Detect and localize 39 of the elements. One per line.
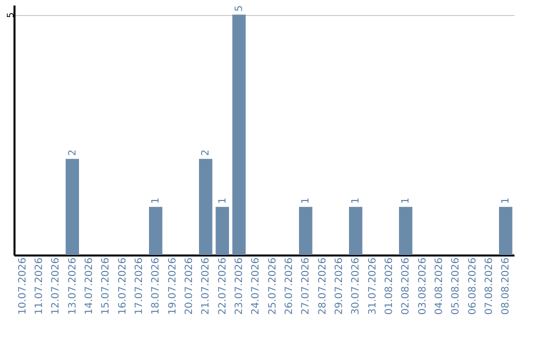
data-label: 2 (200, 149, 212, 156)
x-tick-label: 03.08.2026 (417, 258, 428, 315)
x-tick-label: 17.07.2026 (134, 258, 145, 315)
x-tick-label: 31.07.2026 (367, 258, 378, 315)
x-tick-label: 07.08.2026 (484, 258, 495, 315)
x-tick-label: 14.07.2026 (84, 258, 95, 315)
x-tick-label: 18.07.2026 (150, 258, 162, 315)
x-tick-label: 20.07.2026 (184, 258, 195, 315)
data-label: 1 (400, 198, 412, 204)
x-tick-label: 26.07.2026 (284, 258, 295, 315)
x-tick-label: 12.07.2026 (50, 258, 62, 315)
data-label: 1 (217, 198, 228, 204)
x-tick-label: 23.07.2026 (234, 258, 245, 315)
x-tick-label: 08.08.2026 (500, 258, 512, 315)
data-label: 5 (234, 5, 245, 12)
x-tick-label: 15.07.2026 (100, 258, 112, 315)
x-tick-label: 06.08.2026 (467, 258, 478, 315)
x-tick-label: 29.07.2026 (334, 258, 345, 315)
data-label: 1 (150, 198, 162, 204)
x-tick-label: 02.08.2026 (400, 258, 412, 315)
data-label: 2 (67, 149, 78, 156)
x-tick-label: 24.07.2026 (250, 258, 262, 315)
x-tick-label: 25.07.2026 (267, 258, 278, 315)
x-tick-label: 21.07.2026 (200, 258, 212, 315)
x-tick-label: 19.07.2026 (167, 258, 178, 315)
x-tick-label: 28.07.2026 (317, 258, 328, 315)
data-label: 1 (350, 198, 362, 204)
x-tick-label: 01.08.2026 (384, 258, 395, 315)
x-tick-label: 22.07.2026 (217, 258, 228, 315)
x-tick-label: 27.07.2026 (300, 258, 312, 315)
data-label: 1 (300, 198, 312, 204)
x-tick-label: 13.07.2026 (67, 258, 78, 315)
x-tick-label: 30.07.2026 (350, 258, 362, 315)
x-tick-label: 05.08.2026 (450, 258, 462, 315)
data-label: 1 (500, 198, 512, 204)
x-tick-label: 04.08.2026 (434, 258, 445, 315)
x-tick-label: 10.07.2026 (17, 258, 28, 315)
x-tick-label: 11.07.2026 (34, 258, 45, 315)
x-tick-label: 16.07.2026 (117, 258, 128, 315)
